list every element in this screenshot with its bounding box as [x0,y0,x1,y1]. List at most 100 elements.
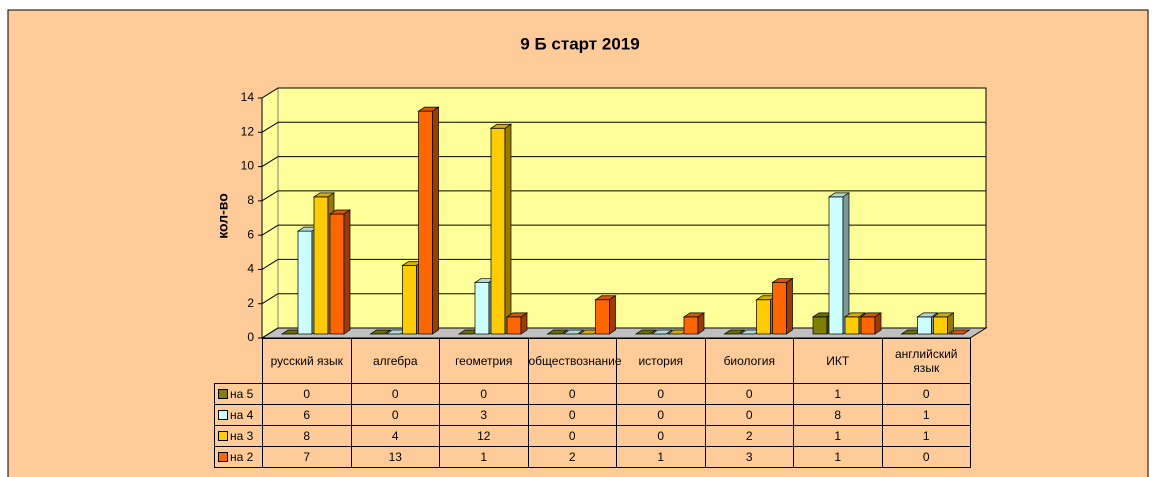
grid-line [261,156,279,167]
table-value: 3 [439,404,529,426]
bar-side [874,312,882,335]
table-value: 1 [439,446,529,468]
category-label: русский язык [262,338,352,384]
table-value: 6 [262,404,352,426]
side-wall [261,87,279,339]
y-tick-label: 0 [247,330,254,344]
bar-side [665,329,673,335]
bar-side [947,312,954,335]
table-value: 12 [439,425,529,447]
bar-front [418,110,433,335]
y-tick-label: 8 [247,193,254,207]
bar-front [828,196,844,335]
bar-front [917,316,932,335]
grid-line [261,121,279,133]
header-row: русский язык алгебра геометрия обществознан… [215,338,971,384]
y-tick-label: 6 [247,227,254,241]
category-label: геометрия [439,338,529,384]
corner [215,339,263,384]
bar-side [504,123,512,335]
bar-front [772,282,787,335]
bar-side [520,312,528,335]
bar [932,312,955,335]
bar [562,329,585,335]
bar-side [432,106,439,335]
bar [948,329,971,335]
legend-key [218,410,228,420]
bar-front [506,316,522,335]
y-tick-label: 4 [247,262,254,276]
bar-side [609,295,616,335]
bar [827,192,851,335]
table-value: 0 [704,383,794,405]
table-value: 0 [616,383,706,405]
grid-line [261,87,279,99]
series-row: на 3 8 4 12 0 0 2 1 1 [214,425,971,447]
bar [369,329,392,335]
grid-line [261,293,279,305]
y-tick-label: 12 [241,124,255,138]
bar-front [595,299,610,335]
bar-front [860,316,876,335]
bar [417,106,440,335]
y-axis-label: кол-во [215,193,231,239]
bar-side [649,329,657,335]
chart-title: 9 Б старт 2019 [520,34,639,53]
table-value: 0 [527,404,617,426]
bar [594,295,617,335]
table-value: 1 [881,425,971,447]
bar [723,329,746,335]
legend-label: на 5 [230,387,254,401]
table-value: 0 [350,383,440,405]
table-value: 0 [527,383,617,405]
legend-key [218,431,228,441]
legend-key [218,452,228,462]
table-value: 0 [881,446,971,468]
legend-entry: на 3 [214,425,263,447]
table-value: 0 [527,425,617,447]
bar [505,312,529,335]
y-tick-label: 14 [241,90,255,104]
bar-front [402,265,417,335]
bar [771,277,794,335]
table-value: 1 [881,404,971,426]
bar-side [384,329,391,335]
data-table: русский язык алгебра геометрия обществознан… [214,338,971,468]
category-label: биология [704,338,794,384]
legend-label: на 4 [230,408,254,422]
bar [634,329,658,335]
table-value: 0 [350,404,440,426]
table-value: 4 [350,425,440,447]
bar-side [963,329,970,335]
bar-front [756,299,771,335]
table-value: 0 [262,383,352,405]
bar-side [577,329,584,335]
bar-front [297,230,313,335]
bar-front [812,316,828,335]
bar-side [738,329,745,335]
table-value: 0 [439,383,529,405]
table-value: 1 [616,446,706,468]
table-value: 0 [616,404,706,426]
legend-entry: на 2 [214,446,263,468]
bar-side [561,329,568,335]
bar-side [786,277,793,335]
legend-entry: на 5 [214,383,263,405]
legend-entry: на 4 [214,404,263,426]
bar-side [842,192,850,335]
bar [682,312,706,335]
bar [859,312,883,335]
table-value: 1 [793,383,883,405]
table-value: 0 [704,404,794,426]
category-label: история [616,338,706,384]
category-label: ИКТ [793,338,883,384]
table-value: 1 [793,425,883,447]
bar-front [933,316,948,335]
table-value: 8 [262,425,352,447]
back-wall [277,87,987,329]
bar-front [313,196,329,335]
bar-side [697,312,705,335]
legend-label: на 2 [230,450,254,464]
table-value: 0 [616,425,706,447]
